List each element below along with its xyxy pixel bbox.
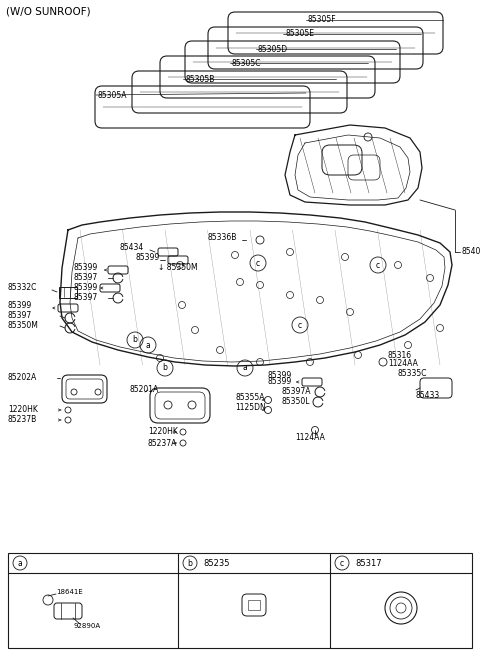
Text: 1124AA: 1124AA [388, 358, 418, 367]
Text: 18641E: 18641E [56, 589, 83, 595]
Text: b: b [188, 558, 192, 567]
Text: 85201A: 85201A [130, 386, 159, 394]
Text: 85305A: 85305A [98, 91, 128, 100]
Text: a: a [242, 363, 247, 373]
Text: 85401: 85401 [462, 247, 480, 256]
Text: 85397A: 85397A [282, 388, 312, 396]
Text: a: a [145, 340, 150, 350]
Text: 85316: 85316 [388, 350, 412, 359]
Text: b: b [163, 363, 168, 373]
Text: 85434: 85434 [120, 243, 144, 251]
Text: c: c [340, 558, 344, 567]
Text: 85336B: 85336B [208, 234, 238, 243]
Text: 1124AA: 1124AA [295, 434, 325, 443]
Text: 85305B: 85305B [185, 75, 215, 83]
Bar [248, 600, 260, 610]
Text: 85397: 85397 [8, 310, 32, 319]
Text: 85399: 85399 [74, 283, 98, 293]
Text: 85397: 85397 [74, 293, 98, 302]
Bar [8, 553, 472, 648]
Text: 85350L: 85350L [282, 398, 311, 407]
Text: 1125DN: 1125DN [235, 403, 266, 413]
Text: c: c [256, 258, 260, 268]
Text: 85335C: 85335C [398, 369, 428, 377]
Text: 85355A: 85355A [235, 394, 264, 403]
Text: c: c [298, 321, 302, 329]
Text: 85399: 85399 [268, 371, 292, 380]
Text: 85202A: 85202A [8, 373, 37, 382]
Text: 85397: 85397 [74, 274, 98, 283]
Text: 85399: 85399 [268, 377, 292, 386]
Text: 85399: 85399 [74, 262, 98, 272]
Text: 85332C: 85332C [8, 283, 37, 293]
Text: 85305C: 85305C [232, 58, 262, 68]
Text: c: c [376, 260, 380, 270]
Text: 85433: 85433 [415, 390, 439, 400]
Text: 1220HK: 1220HK [8, 405, 38, 415]
Text: (W/O SUNROOF): (W/O SUNROOF) [6, 7, 91, 17]
Text: 85305F: 85305F [308, 16, 336, 24]
Text: a: a [18, 558, 23, 567]
Text: 85399: 85399 [136, 253, 160, 262]
Text: 85305E: 85305E [285, 30, 314, 39]
Text: 85305D: 85305D [258, 45, 288, 54]
Text: 85399: 85399 [8, 300, 32, 310]
Text: 85237B: 85237B [8, 415, 37, 424]
Text: 1220HK: 1220HK [148, 428, 178, 436]
Text: 85235: 85235 [203, 558, 229, 567]
Text: 85317: 85317 [355, 558, 382, 567]
Text: b: b [132, 335, 137, 344]
Bar [59, 287, 77, 298]
Text: ↓ 85350M: ↓ 85350M [158, 262, 198, 272]
Text: 85237A: 85237A [148, 438, 178, 447]
Text: 92890A: 92890A [73, 623, 100, 629]
Text: 85350M: 85350M [8, 321, 39, 329]
